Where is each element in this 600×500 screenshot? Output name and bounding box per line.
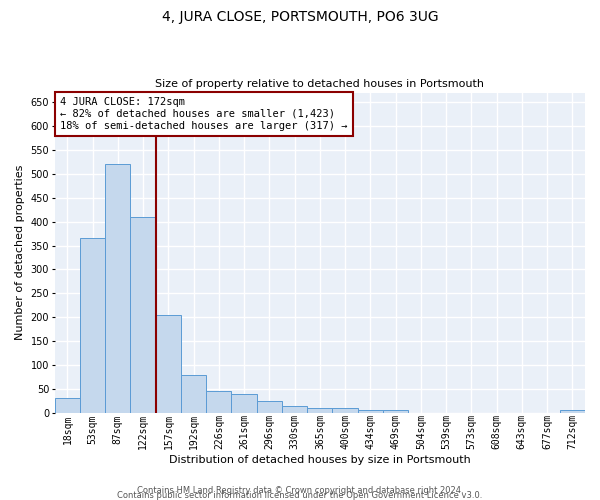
Y-axis label: Number of detached properties: Number of detached properties (15, 165, 25, 340)
Bar (332, 408, 358, 413)
Bar (80, 238, 105, 413)
Bar (358, 410, 383, 413)
Bar (55, 398, 80, 413)
Title: Size of property relative to detached houses in Portsmouth: Size of property relative to detached ho… (155, 79, 484, 89)
Bar (282, 406, 307, 413)
Text: Contains HM Land Registry data © Crown copyright and database right 2024.: Contains HM Land Registry data © Crown c… (137, 486, 463, 495)
Bar (206, 392, 232, 413)
Bar (560, 410, 585, 413)
Bar (130, 217, 156, 413)
Text: 4, JURA CLOSE, PORTSMOUTH, PO6 3UG: 4, JURA CLOSE, PORTSMOUTH, PO6 3UG (161, 10, 439, 24)
Text: 4 JURA CLOSE: 172sqm
← 82% of detached houses are smaller (1,423)
18% of semi-de: 4 JURA CLOSE: 172sqm ← 82% of detached h… (60, 98, 347, 130)
Bar (105, 164, 130, 413)
Bar (232, 394, 257, 413)
Bar (257, 401, 282, 413)
X-axis label: Distribution of detached houses by size in Portsmouth: Distribution of detached houses by size … (169, 455, 471, 465)
Bar (181, 374, 206, 413)
Bar (383, 410, 408, 413)
Text: Contains public sector information licensed under the Open Government Licence v3: Contains public sector information licen… (118, 491, 482, 500)
Bar (307, 408, 332, 413)
Bar (156, 315, 181, 413)
